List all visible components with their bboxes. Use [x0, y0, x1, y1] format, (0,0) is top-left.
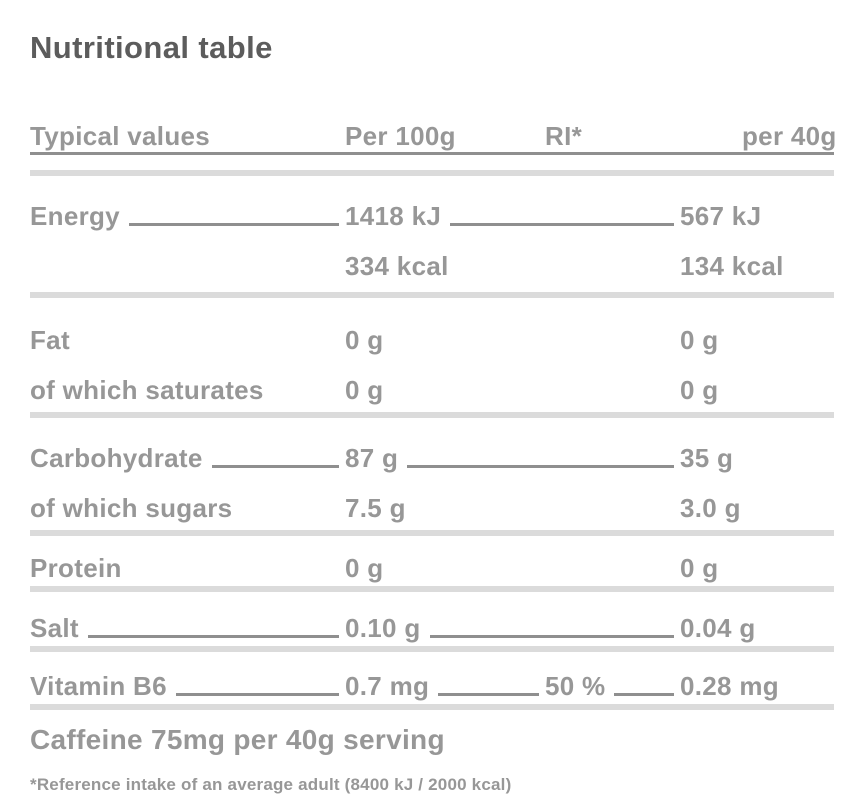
row-label: Energy	[30, 201, 129, 232]
group-separator	[30, 530, 834, 536]
row-label: Carbohydrate	[30, 443, 212, 474]
table-row: 334 kcal 134 kcal	[30, 234, 834, 284]
table-row: Carbohydrate 87 g 35 g	[30, 426, 834, 476]
value-per-40g: 0.28 mg	[674, 671, 788, 702]
table-row: Fat 0 g 0 g	[30, 308, 834, 358]
value-per-40g: 0 g	[674, 375, 728, 406]
group-separator	[30, 646, 834, 652]
value-per-100g: 0 g	[339, 553, 393, 584]
header-row: Typical values Per 100g RI* per 40g	[30, 112, 837, 158]
group-separator	[30, 170, 834, 176]
row-label: of which sugars	[30, 493, 242, 524]
row-label: of which saturates	[30, 375, 273, 406]
row-label: Fat	[30, 325, 79, 356]
value-per-100g: 0 g	[339, 325, 393, 356]
value-per-100g: 334 kcal	[339, 251, 458, 282]
value-per-100g: 0 g	[339, 375, 393, 406]
value-per-40g: 567 kJ	[674, 201, 771, 232]
header-cell-per-100g: Per 100g	[345, 121, 456, 151]
page-title: Nutritional table	[30, 30, 273, 65]
caffeine-note: Caffeine 75mg per 40g serving	[30, 724, 445, 755]
table-row: Salt 0.10 g 0.04 g	[30, 598, 834, 646]
value-ri: 50 %	[539, 671, 615, 702]
group-separator	[30, 292, 834, 298]
group-separator	[30, 704, 834, 710]
table-row: Energy 1418 kJ 567 kJ	[30, 184, 834, 234]
table-row: Vitamin B6 0.7 mg 50 % 0.28 mg	[30, 658, 834, 704]
header-cell-ri: RI*	[545, 121, 583, 151]
value-per-100g: 0.10 g	[339, 613, 430, 644]
value-per-40g: 134 kcal	[674, 251, 793, 282]
value-per-40g: 0 g	[674, 553, 728, 584]
group-separator	[30, 412, 834, 418]
row-label: Salt	[30, 613, 88, 644]
header-cell-per-40g: per 40g	[742, 121, 837, 151]
header-underline	[30, 152, 834, 155]
reference-intake-footnote: *Reference intake of an average adult (8…	[30, 775, 512, 794]
table-row: Protein 0 g 0 g	[30, 542, 834, 586]
value-per-100g: 0.7 mg	[339, 671, 439, 702]
group-separator	[30, 586, 834, 592]
value-per-40g: 35 g	[674, 443, 743, 474]
row-label: Vitamin B6	[30, 671, 176, 702]
table-row: of which sugars 7.5 g 3.0 g	[30, 476, 834, 526]
value-per-100g: 87 g	[339, 443, 408, 474]
value-per-100g: 7.5 g	[339, 493, 415, 524]
value-per-40g: 0.04 g	[674, 613, 765, 644]
value-per-100g: 1418 kJ	[339, 201, 451, 232]
value-per-40g: 0 g	[674, 325, 728, 356]
value-per-40g: 3.0 g	[674, 493, 750, 524]
header-cell-typical-values: Typical values	[30, 121, 211, 151]
nutrition-table-body: Energy 1418 kJ 567 kJ 334 kcal 134 kcal …	[30, 184, 834, 710]
row-label: Protein	[30, 553, 131, 584]
table-row: of which saturates 0 g 0 g	[30, 358, 834, 408]
